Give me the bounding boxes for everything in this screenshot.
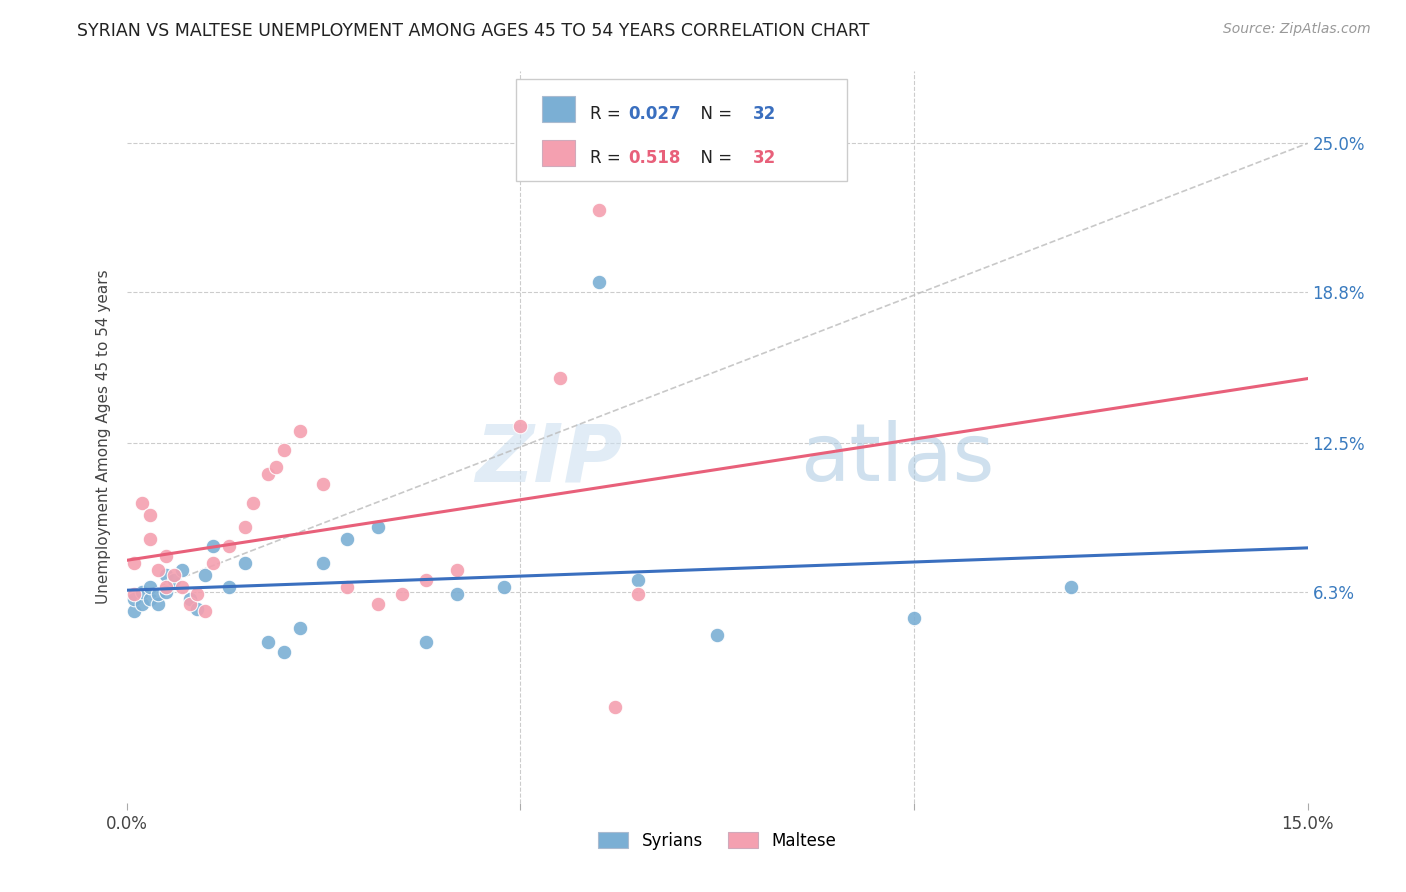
Point <box>257 635 280 649</box>
Point <box>186 587 208 601</box>
Text: 0.518: 0.518 <box>628 149 681 167</box>
Point <box>179 591 201 606</box>
Point <box>288 424 311 438</box>
Point <box>233 520 256 534</box>
Point <box>163 573 186 587</box>
Text: N =: N = <box>690 105 737 123</box>
Point <box>131 584 153 599</box>
Point <box>202 556 225 570</box>
Point <box>706 628 728 642</box>
Point <box>194 604 217 618</box>
Point <box>367 520 389 534</box>
Point <box>124 587 146 601</box>
Point <box>242 496 264 510</box>
Point <box>155 568 177 582</box>
Point <box>146 563 169 577</box>
Point <box>155 549 177 563</box>
Point <box>233 556 256 570</box>
Point <box>264 460 287 475</box>
Point <box>273 645 295 659</box>
Point <box>179 597 201 611</box>
Point <box>124 556 146 570</box>
Point <box>494 580 516 594</box>
Point <box>903 611 925 625</box>
Point <box>627 573 650 587</box>
Point <box>139 580 162 594</box>
Point <box>588 276 610 290</box>
Point <box>139 508 162 522</box>
Point <box>186 601 208 615</box>
Point <box>446 587 468 601</box>
Text: 32: 32 <box>752 105 776 123</box>
Point <box>124 591 146 606</box>
Point <box>415 573 437 587</box>
Text: Source: ZipAtlas.com: Source: ZipAtlas.com <box>1223 22 1371 37</box>
Text: 32: 32 <box>752 149 776 167</box>
Point <box>131 496 153 510</box>
Point <box>415 635 437 649</box>
Point <box>155 584 177 599</box>
Text: N =: N = <box>690 149 737 167</box>
Point <box>603 699 626 714</box>
Point <box>202 539 225 553</box>
Text: 0.027: 0.027 <box>628 105 681 123</box>
Point <box>548 371 571 385</box>
Legend: Syrians, Maltese: Syrians, Maltese <box>592 825 842 856</box>
Point <box>336 532 359 546</box>
Point <box>312 476 335 491</box>
FancyBboxPatch shape <box>543 139 575 166</box>
Point <box>446 563 468 577</box>
Point <box>124 604 146 618</box>
Point <box>139 532 162 546</box>
Point <box>588 203 610 218</box>
Text: atlas: atlas <box>800 420 994 498</box>
Point <box>131 597 153 611</box>
Point <box>163 568 186 582</box>
Text: R =: R = <box>589 149 626 167</box>
Point <box>257 467 280 482</box>
Point <box>336 580 359 594</box>
Point <box>218 539 240 553</box>
Point <box>288 621 311 635</box>
Point <box>155 580 177 594</box>
Point <box>170 580 193 594</box>
Y-axis label: Unemployment Among Ages 45 to 54 years: Unemployment Among Ages 45 to 54 years <box>96 269 111 605</box>
Point <box>194 568 217 582</box>
Point <box>170 563 193 577</box>
Point <box>146 587 169 601</box>
Text: SYRIAN VS MALTESE UNEMPLOYMENT AMONG AGES 45 TO 54 YEARS CORRELATION CHART: SYRIAN VS MALTESE UNEMPLOYMENT AMONG AGE… <box>77 22 870 40</box>
Point <box>627 587 650 601</box>
Point <box>218 580 240 594</box>
Point <box>1060 580 1083 594</box>
Text: R =: R = <box>589 105 626 123</box>
Point <box>509 419 531 434</box>
Point <box>139 591 162 606</box>
Text: ZIP: ZIP <box>475 420 623 498</box>
Point <box>273 443 295 458</box>
Point <box>146 597 169 611</box>
FancyBboxPatch shape <box>516 78 846 181</box>
Point <box>367 597 389 611</box>
Point <box>312 556 335 570</box>
FancyBboxPatch shape <box>543 95 575 122</box>
Point <box>391 587 413 601</box>
